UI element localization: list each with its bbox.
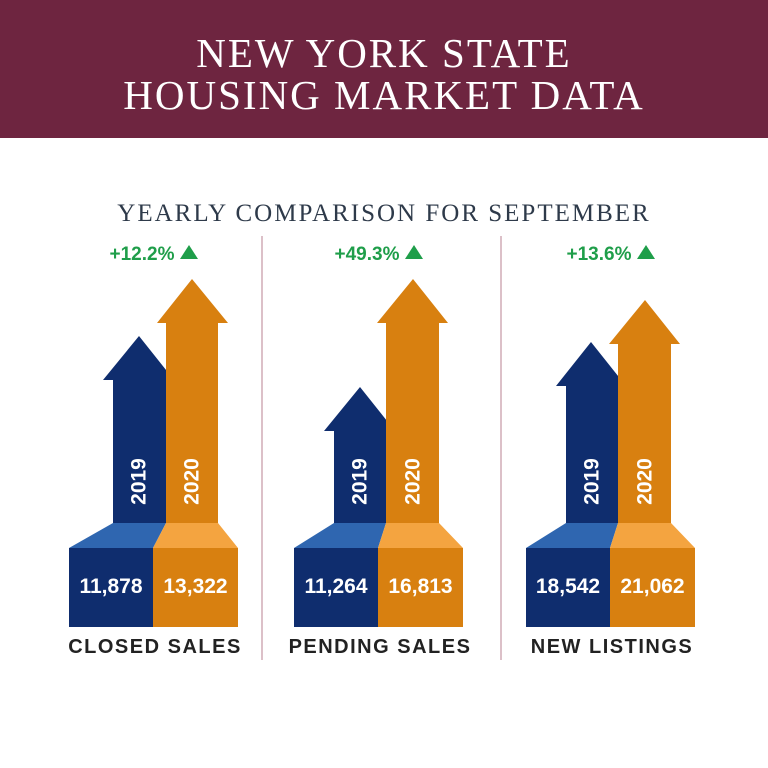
up-arrow-icon <box>324 387 395 523</box>
category-label: PENDING SALES <box>288 636 472 658</box>
year-label-2019: 2019 <box>348 458 372 505</box>
value-2020: 21,062 <box>620 575 685 598</box>
change-indicator: +49.3% <box>259 245 499 264</box>
change-indicator: +12.2% <box>34 245 274 264</box>
value-2019: 18,542 <box>535 575 601 598</box>
change-indicator: +13.6% <box>491 245 731 264</box>
up-arrow-icon <box>103 336 174 523</box>
value-2020: 13,322 <box>163 575 228 598</box>
title-line-1: NEW YORK STATE <box>196 30 572 76</box>
comparison-arrows <box>526 300 695 627</box>
year-label-2020: 2020 <box>180 458 204 505</box>
change-percent: +13.6% <box>566 244 632 265</box>
year-label-2019: 2019 <box>580 458 604 505</box>
panel-divider <box>261 236 263 660</box>
value-2020: 16,813 <box>388 575 453 598</box>
value-2019: 11,264 <box>304 575 368 598</box>
year-label-2020: 2020 <box>633 458 657 505</box>
header-banner: NEW YORK STATE HOUSING MARKET DATA <box>0 0 768 138</box>
title-line-2: HOUSING MARKET DATA <box>123 72 645 118</box>
panel-new-listings: +13.6% 2019 2020 18,542 21,062 NEW LISTI… <box>491 236 731 666</box>
change-percent: +12.2% <box>109 244 175 265</box>
panel-closed-sales: +12.2% 2019 2020 11,878 13,322 CLOSED SA… <box>34 236 274 666</box>
year-label-2020: 2020 <box>401 458 425 505</box>
comparison-arrows <box>69 279 238 627</box>
panel-pending-sales: +49.3% 2019 2020 11,264 16,813 PENDING S… <box>259 236 499 666</box>
up-triangle-icon <box>180 245 199 259</box>
subtitle: YEARLY COMPARISON FOR SEPTEMBER <box>117 200 651 227</box>
year-label-2019: 2019 <box>127 458 151 505</box>
panel-divider <box>500 236 502 660</box>
up-arrow-icon <box>157 279 228 523</box>
up-arrow-icon <box>556 342 626 523</box>
comparison-arrows <box>294 279 463 627</box>
value-2019: 11,878 <box>79 575 143 598</box>
up-arrow-icon <box>609 300 680 523</box>
category-label: CLOSED SALES <box>68 636 242 658</box>
up-triangle-icon <box>637 245 656 259</box>
up-triangle-icon <box>405 245 424 259</box>
category-label: NEW LISTINGS <box>530 636 694 658</box>
up-arrow-icon <box>377 279 448 523</box>
change-percent: +49.3% <box>334 244 400 265</box>
